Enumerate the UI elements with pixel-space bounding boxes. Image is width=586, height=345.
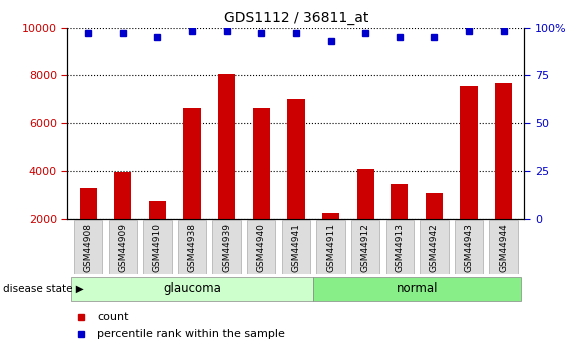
FancyBboxPatch shape bbox=[178, 220, 206, 274]
Text: GSM44940: GSM44940 bbox=[257, 224, 266, 272]
Text: glaucoma: glaucoma bbox=[163, 283, 221, 295]
Bar bbox=[287, 99, 305, 219]
Bar bbox=[495, 83, 512, 219]
FancyBboxPatch shape bbox=[143, 220, 172, 274]
FancyBboxPatch shape bbox=[455, 220, 483, 274]
FancyBboxPatch shape bbox=[282, 220, 310, 274]
FancyBboxPatch shape bbox=[351, 220, 379, 274]
Bar bbox=[391, 184, 408, 219]
FancyBboxPatch shape bbox=[314, 277, 521, 300]
Text: percentile rank within the sample: percentile rank within the sample bbox=[97, 329, 285, 339]
FancyBboxPatch shape bbox=[108, 220, 137, 274]
Text: GSM44941: GSM44941 bbox=[291, 224, 301, 272]
Bar bbox=[149, 201, 166, 219]
FancyBboxPatch shape bbox=[247, 220, 275, 274]
FancyBboxPatch shape bbox=[489, 220, 518, 274]
Bar bbox=[80, 188, 97, 219]
Bar bbox=[218, 74, 236, 219]
Bar bbox=[183, 108, 200, 219]
Text: GSM44943: GSM44943 bbox=[465, 224, 473, 272]
FancyBboxPatch shape bbox=[316, 220, 345, 274]
FancyBboxPatch shape bbox=[74, 220, 103, 274]
FancyBboxPatch shape bbox=[213, 220, 241, 274]
FancyBboxPatch shape bbox=[420, 220, 449, 274]
FancyBboxPatch shape bbox=[386, 220, 414, 274]
Text: count: count bbox=[97, 312, 128, 322]
Text: GSM44938: GSM44938 bbox=[188, 224, 196, 273]
Text: GSM44913: GSM44913 bbox=[396, 224, 404, 273]
Bar bbox=[253, 108, 270, 219]
Text: GSM44909: GSM44909 bbox=[118, 224, 127, 273]
Title: GDS1112 / 36811_at: GDS1112 / 36811_at bbox=[224, 11, 368, 25]
Text: GSM44939: GSM44939 bbox=[222, 224, 231, 273]
Text: disease state ▶: disease state ▶ bbox=[3, 284, 84, 294]
FancyBboxPatch shape bbox=[71, 277, 314, 300]
Bar bbox=[426, 193, 443, 219]
Text: GSM44942: GSM44942 bbox=[430, 224, 439, 272]
Text: normal: normal bbox=[396, 283, 438, 295]
Text: GSM44908: GSM44908 bbox=[84, 224, 93, 273]
Text: GSM44912: GSM44912 bbox=[361, 224, 370, 272]
Text: GSM44911: GSM44911 bbox=[326, 224, 335, 273]
Text: GSM44944: GSM44944 bbox=[499, 224, 508, 272]
Bar bbox=[114, 172, 131, 219]
Text: GSM44910: GSM44910 bbox=[153, 224, 162, 273]
Bar bbox=[356, 169, 374, 219]
Bar bbox=[322, 213, 339, 219]
Bar bbox=[461, 86, 478, 219]
